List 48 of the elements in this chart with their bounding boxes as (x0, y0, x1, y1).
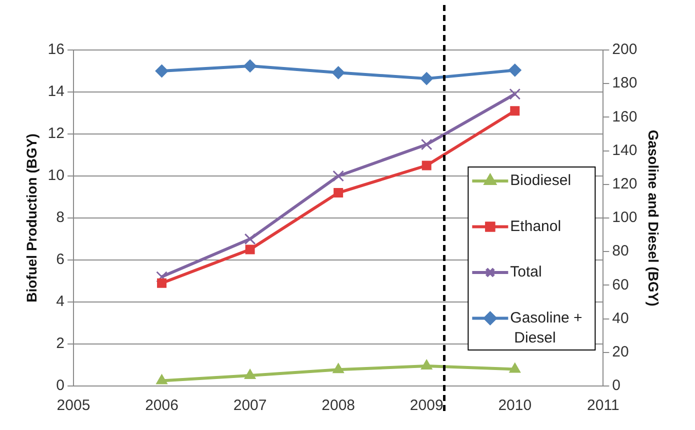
x-tick-label: 2009 (410, 397, 444, 414)
point (332, 363, 344, 374)
point (509, 88, 521, 100)
y-tick-label: 8 (56, 209, 64, 226)
legend-label: Gasoline + Diesel (510, 309, 583, 346)
y2-tick-label: 40 (612, 310, 629, 327)
x-tick-label: 2005 (56, 397, 90, 414)
y-tick-label: 2 (56, 335, 64, 352)
x-tick-label: 2011 (587, 397, 620, 414)
y-tick-label: 4 (56, 293, 64, 310)
legend-label: Total (510, 264, 542, 281)
point (244, 369, 256, 379)
y-tick-label: 10 (48, 167, 64, 184)
y2-tick-label: 200 (612, 41, 638, 58)
x-tick-label: 2008 (322, 397, 356, 414)
point (509, 362, 521, 373)
point (244, 233, 256, 245)
legend-label: Biodiesel (510, 172, 572, 190)
y2-tick-label: 140 (612, 142, 638, 159)
y-tick-label: 12 (48, 125, 64, 142)
y2-tick-label: 80 (612, 242, 629, 260)
y2-axis-title: Gasoline and Diesel (BGY) (646, 130, 662, 306)
y2-tick-label: 100 (612, 209, 638, 226)
point (420, 138, 432, 150)
y-tick-label: 0 (56, 377, 64, 394)
y-tick-label: 14 (48, 83, 64, 100)
y2-tick-label: 180 (612, 74, 638, 92)
y2-tick-label: 60 (612, 276, 629, 294)
point (420, 360, 432, 370)
x-tick-label: 2006 (145, 397, 178, 414)
point (245, 244, 255, 254)
y-axis-title: Biofuel Production (BGY) (23, 134, 40, 302)
legend-label: Ethanol (510, 218, 562, 235)
y-tick-label: 16 (48, 41, 64, 58)
x-tick-label: 2010 (498, 397, 532, 414)
y2-tick-label: 120 (612, 176, 638, 193)
point (156, 374, 168, 384)
x-tick-label: 2007 (233, 397, 267, 414)
y2-tick-label: 160 (612, 108, 638, 126)
point (422, 160, 432, 170)
point (510, 106, 520, 116)
y-tick-label: 6 (56, 251, 64, 268)
point (334, 188, 344, 198)
point (156, 271, 168, 282)
point (157, 278, 167, 288)
y2-tick-label: 20 (612, 344, 629, 361)
y2-tick-label: 0 (612, 377, 621, 394)
point (332, 170, 344, 182)
